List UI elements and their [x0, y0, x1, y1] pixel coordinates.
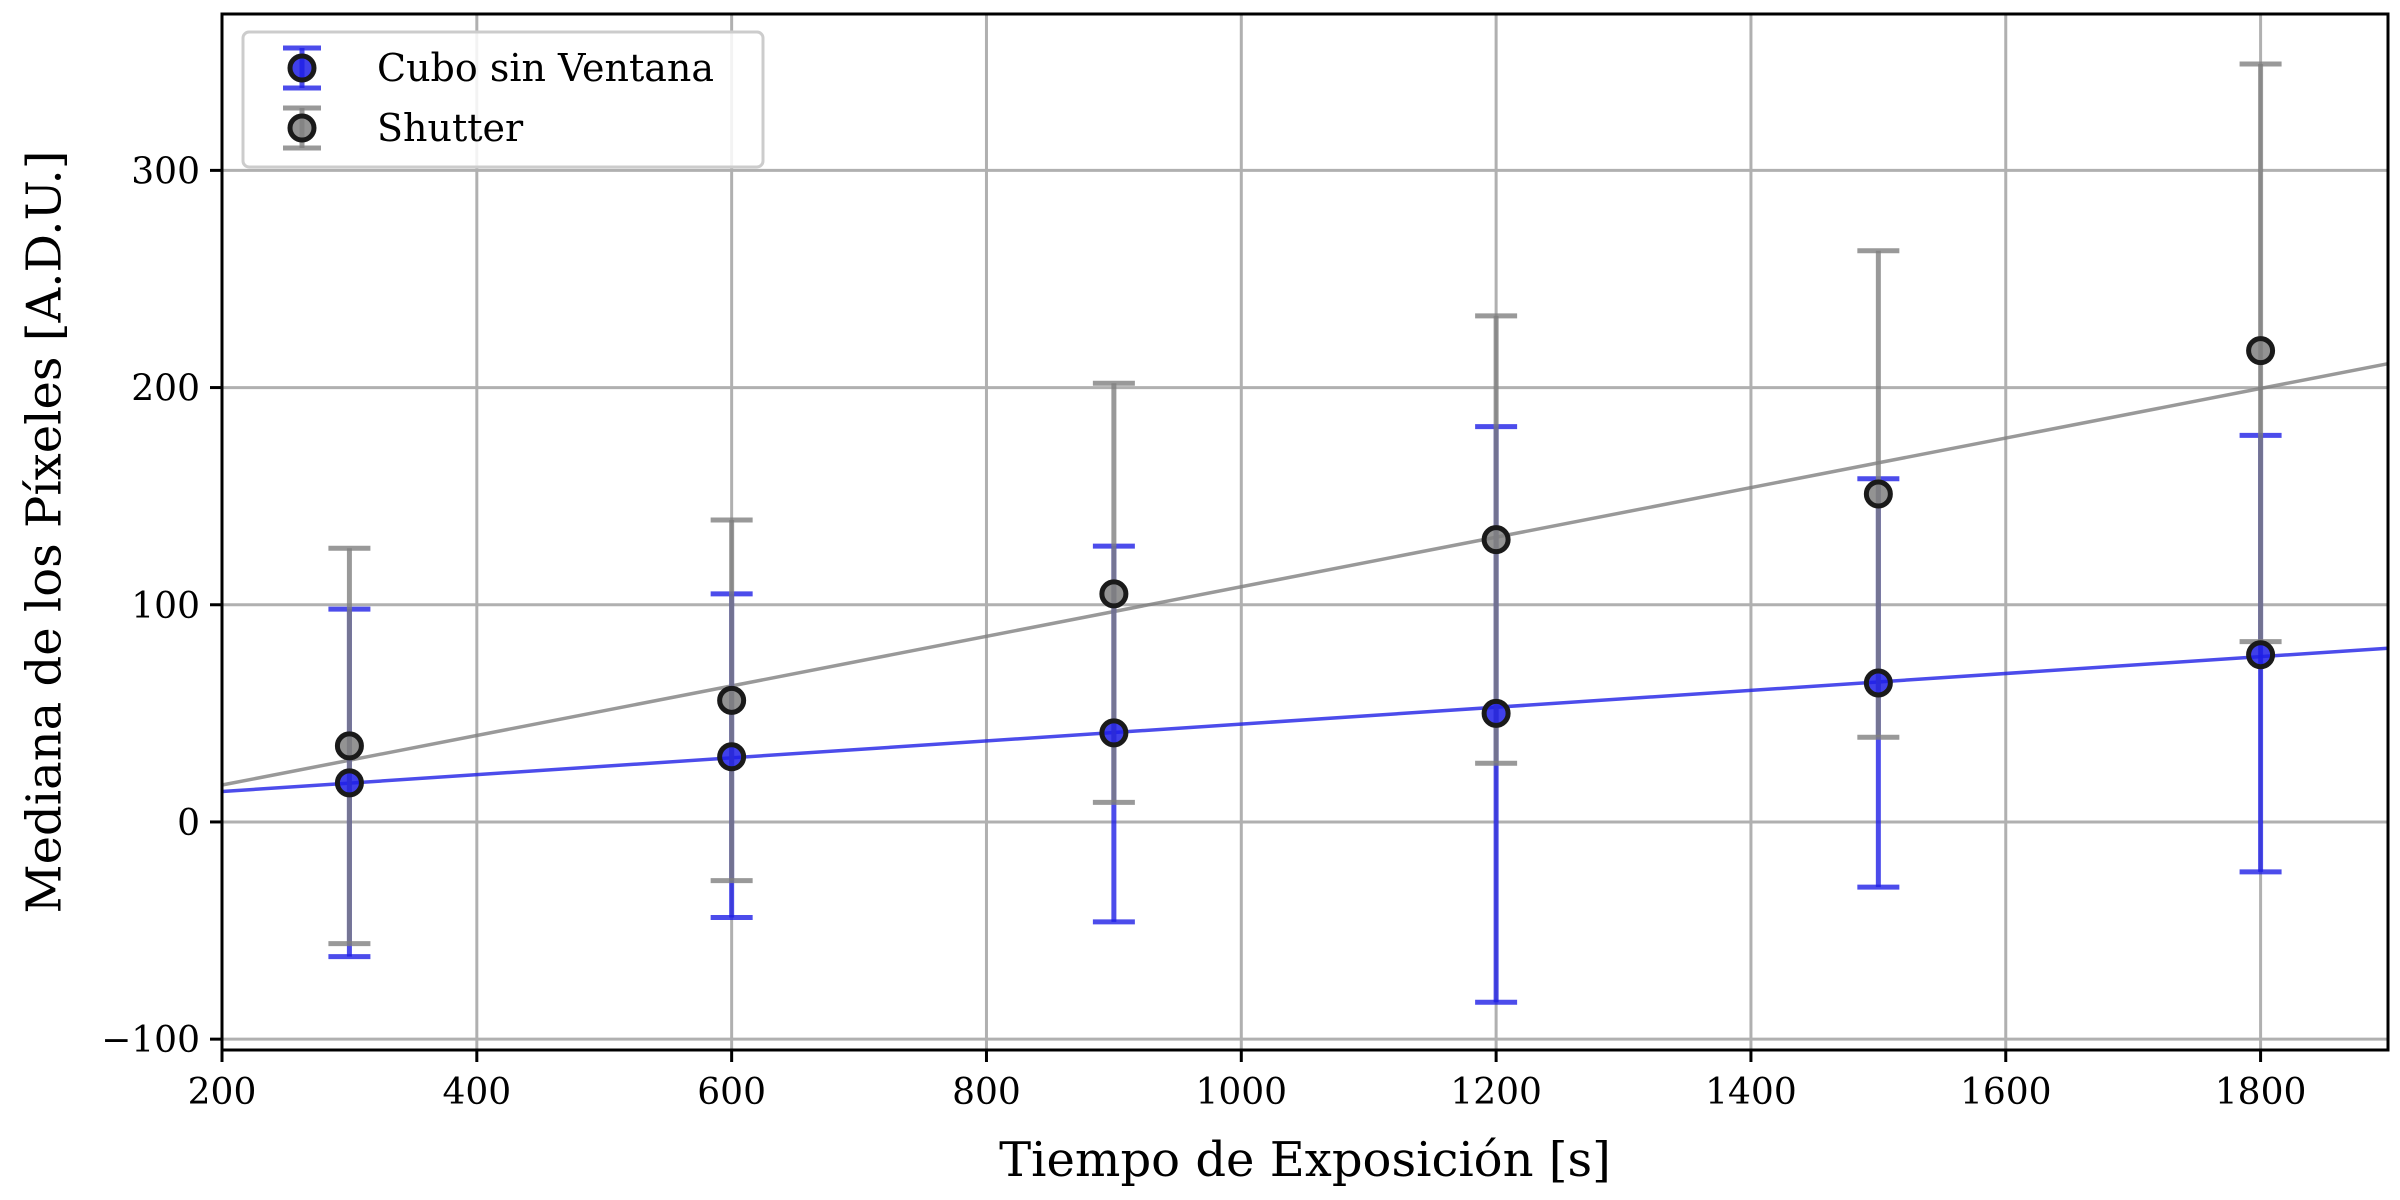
y-tick-label: 200 — [131, 369, 200, 410]
x-tick-label: 1600 — [1960, 1072, 2052, 1113]
data-point — [717, 685, 747, 715]
x-axis-ticks: 200 400 600 800 1000 1200 1400 1600 1800 — [188, 1050, 2307, 1113]
data-point — [334, 731, 364, 761]
fit-line — [221, 361, 2389, 787]
fit-lines — [221, 361, 2389, 794]
y-axis-ticks: −100 0 100 200 300 — [101, 151, 222, 1061]
error-bars — [328, 61, 2282, 1005]
grid-lines — [220, 14, 2388, 1050]
x-tick-label: 200 — [188, 1072, 257, 1113]
data-point — [1481, 525, 1511, 555]
data-point — [1863, 479, 1893, 509]
legend-label: Cubo sin Ventana — [377, 46, 714, 90]
legend: Cubo sin Ventana Shutter — [241, 30, 765, 169]
legend-marker-dot — [287, 113, 317, 143]
y-tick-label: 0 — [177, 803, 200, 844]
data-point — [1099, 579, 1129, 609]
data-point — [1481, 698, 1511, 728]
legend-marker-dot — [287, 53, 317, 83]
data-point — [717, 742, 747, 772]
x-tick-label: 1800 — [2215, 1072, 2307, 1113]
data-point — [1099, 718, 1129, 748]
legend-frame — [241, 30, 765, 169]
legend-label: Shutter — [377, 106, 524, 150]
y-axis-label: Mediana de los Píxeles [A.D.U.] — [17, 150, 73, 913]
data-point — [334, 768, 364, 798]
fit-line — [221, 646, 2389, 794]
y-tick-label: 100 — [131, 586, 200, 627]
x-tick-label: 1400 — [1705, 1072, 1797, 1113]
y-tick-label: −100 — [101, 1020, 200, 1061]
data-points — [334, 336, 2276, 798]
x-axis-label: Tiempo de Exposición [s] — [999, 1132, 1611, 1188]
x-tick-label: 400 — [442, 1072, 511, 1113]
x-tick-label: 600 — [697, 1072, 766, 1113]
data-point — [1863, 668, 1893, 698]
x-tick-label: 1000 — [1195, 1072, 1287, 1113]
x-tick-label: 1200 — [1450, 1072, 1542, 1113]
y-tick-label: 300 — [131, 151, 200, 192]
x-tick-label: 800 — [952, 1072, 1021, 1113]
plot-frame — [220, 12, 2390, 1052]
data-point — [2246, 640, 2276, 670]
data-point — [2246, 336, 2276, 366]
